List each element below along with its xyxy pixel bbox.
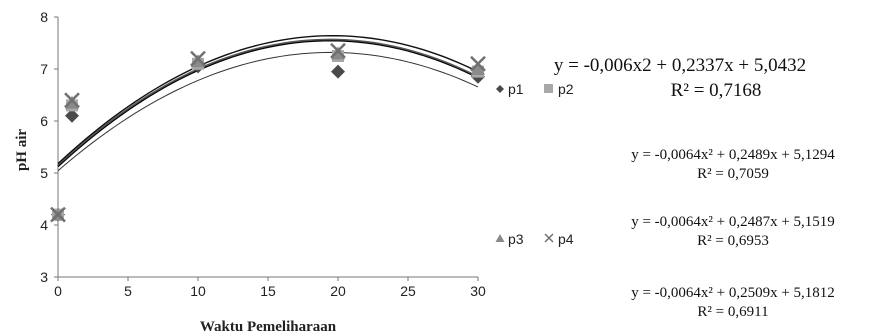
x-tick-label: 20 bbox=[330, 283, 346, 299]
y-tick-label: 4 bbox=[40, 217, 48, 233]
x-tick-label: 25 bbox=[400, 283, 416, 299]
legend-marker-p2 bbox=[544, 84, 553, 93]
r2-4: R² = 0,6911 bbox=[697, 304, 768, 320]
trendline-1 bbox=[57, 51, 479, 172]
x-axis-title: Waktu Pemeliharaan bbox=[200, 319, 337, 335]
x-tick-label: 15 bbox=[260, 283, 276, 299]
point-p3 bbox=[65, 95, 79, 109]
point-p4 bbox=[50, 206, 66, 223]
y-tick-label: 3 bbox=[40, 269, 48, 285]
point-p4 bbox=[64, 92, 80, 109]
equation-2: y = -0,0064x² + 0,2489x + 5,1294 bbox=[631, 147, 835, 163]
data-points bbox=[50, 42, 486, 223]
legend-label-p2: p2 bbox=[558, 81, 574, 97]
x-tick-label: 30 bbox=[470, 283, 486, 299]
x-tick-label: 10 bbox=[190, 283, 206, 299]
y-axis-title: pH air bbox=[14, 129, 30, 171]
point-p4 bbox=[330, 42, 346, 59]
legend-label-p1: p1 bbox=[508, 81, 524, 97]
legend-marker-p3 bbox=[495, 234, 505, 242]
r2-1: R² = 0,7168 bbox=[671, 80, 762, 101]
legend-marker-p1 bbox=[496, 85, 504, 93]
y-tick-label: 5 bbox=[40, 165, 48, 181]
point-p1 bbox=[331, 64, 345, 79]
point-p4 bbox=[190, 50, 206, 67]
point-p4 bbox=[470, 55, 486, 72]
legend-label-p4: p4 bbox=[558, 231, 574, 247]
trendline-4 bbox=[57, 35, 479, 165]
legend-marker-p4 bbox=[544, 233, 554, 243]
equations: y = -0,006x2 + 0,2337x + 5,0432 R² = 0,7… bbox=[554, 55, 835, 320]
point-p3 bbox=[331, 46, 345, 60]
y-tick-label: 8 bbox=[40, 9, 48, 25]
point-p3 bbox=[191, 54, 205, 68]
r2-2: R² = 0,7059 bbox=[697, 166, 769, 182]
axes: 3 4 5 6 7 8 0 5 10 15 20 25 30 bbox=[40, 9, 486, 299]
equation-3: y = -0,0064x² + 0,2487x + 5,1519 bbox=[631, 214, 835, 230]
x-tick-label: 0 bbox=[54, 283, 62, 299]
legend: p1 p2 p3 p4 bbox=[495, 81, 574, 247]
x-tick-label: 5 bbox=[124, 283, 132, 299]
trendlines bbox=[57, 35, 479, 172]
trendline-2 bbox=[57, 39, 479, 168]
legend-label-p3: p3 bbox=[508, 231, 524, 247]
y-tick-label: 7 bbox=[40, 61, 48, 77]
y-tick-label: 6 bbox=[40, 113, 48, 129]
r2-3: R² = 0,6953 bbox=[697, 233, 769, 249]
equation-4: y = -0,0064x² + 0,2509x + 5,1812 bbox=[631, 285, 835, 301]
equation-1: y = -0,006x2 + 0,2337x + 5,0432 bbox=[554, 55, 806, 76]
trendline-3 bbox=[57, 38, 479, 166]
point-p1 bbox=[65, 108, 79, 123]
point-p3 bbox=[471, 62, 485, 75]
